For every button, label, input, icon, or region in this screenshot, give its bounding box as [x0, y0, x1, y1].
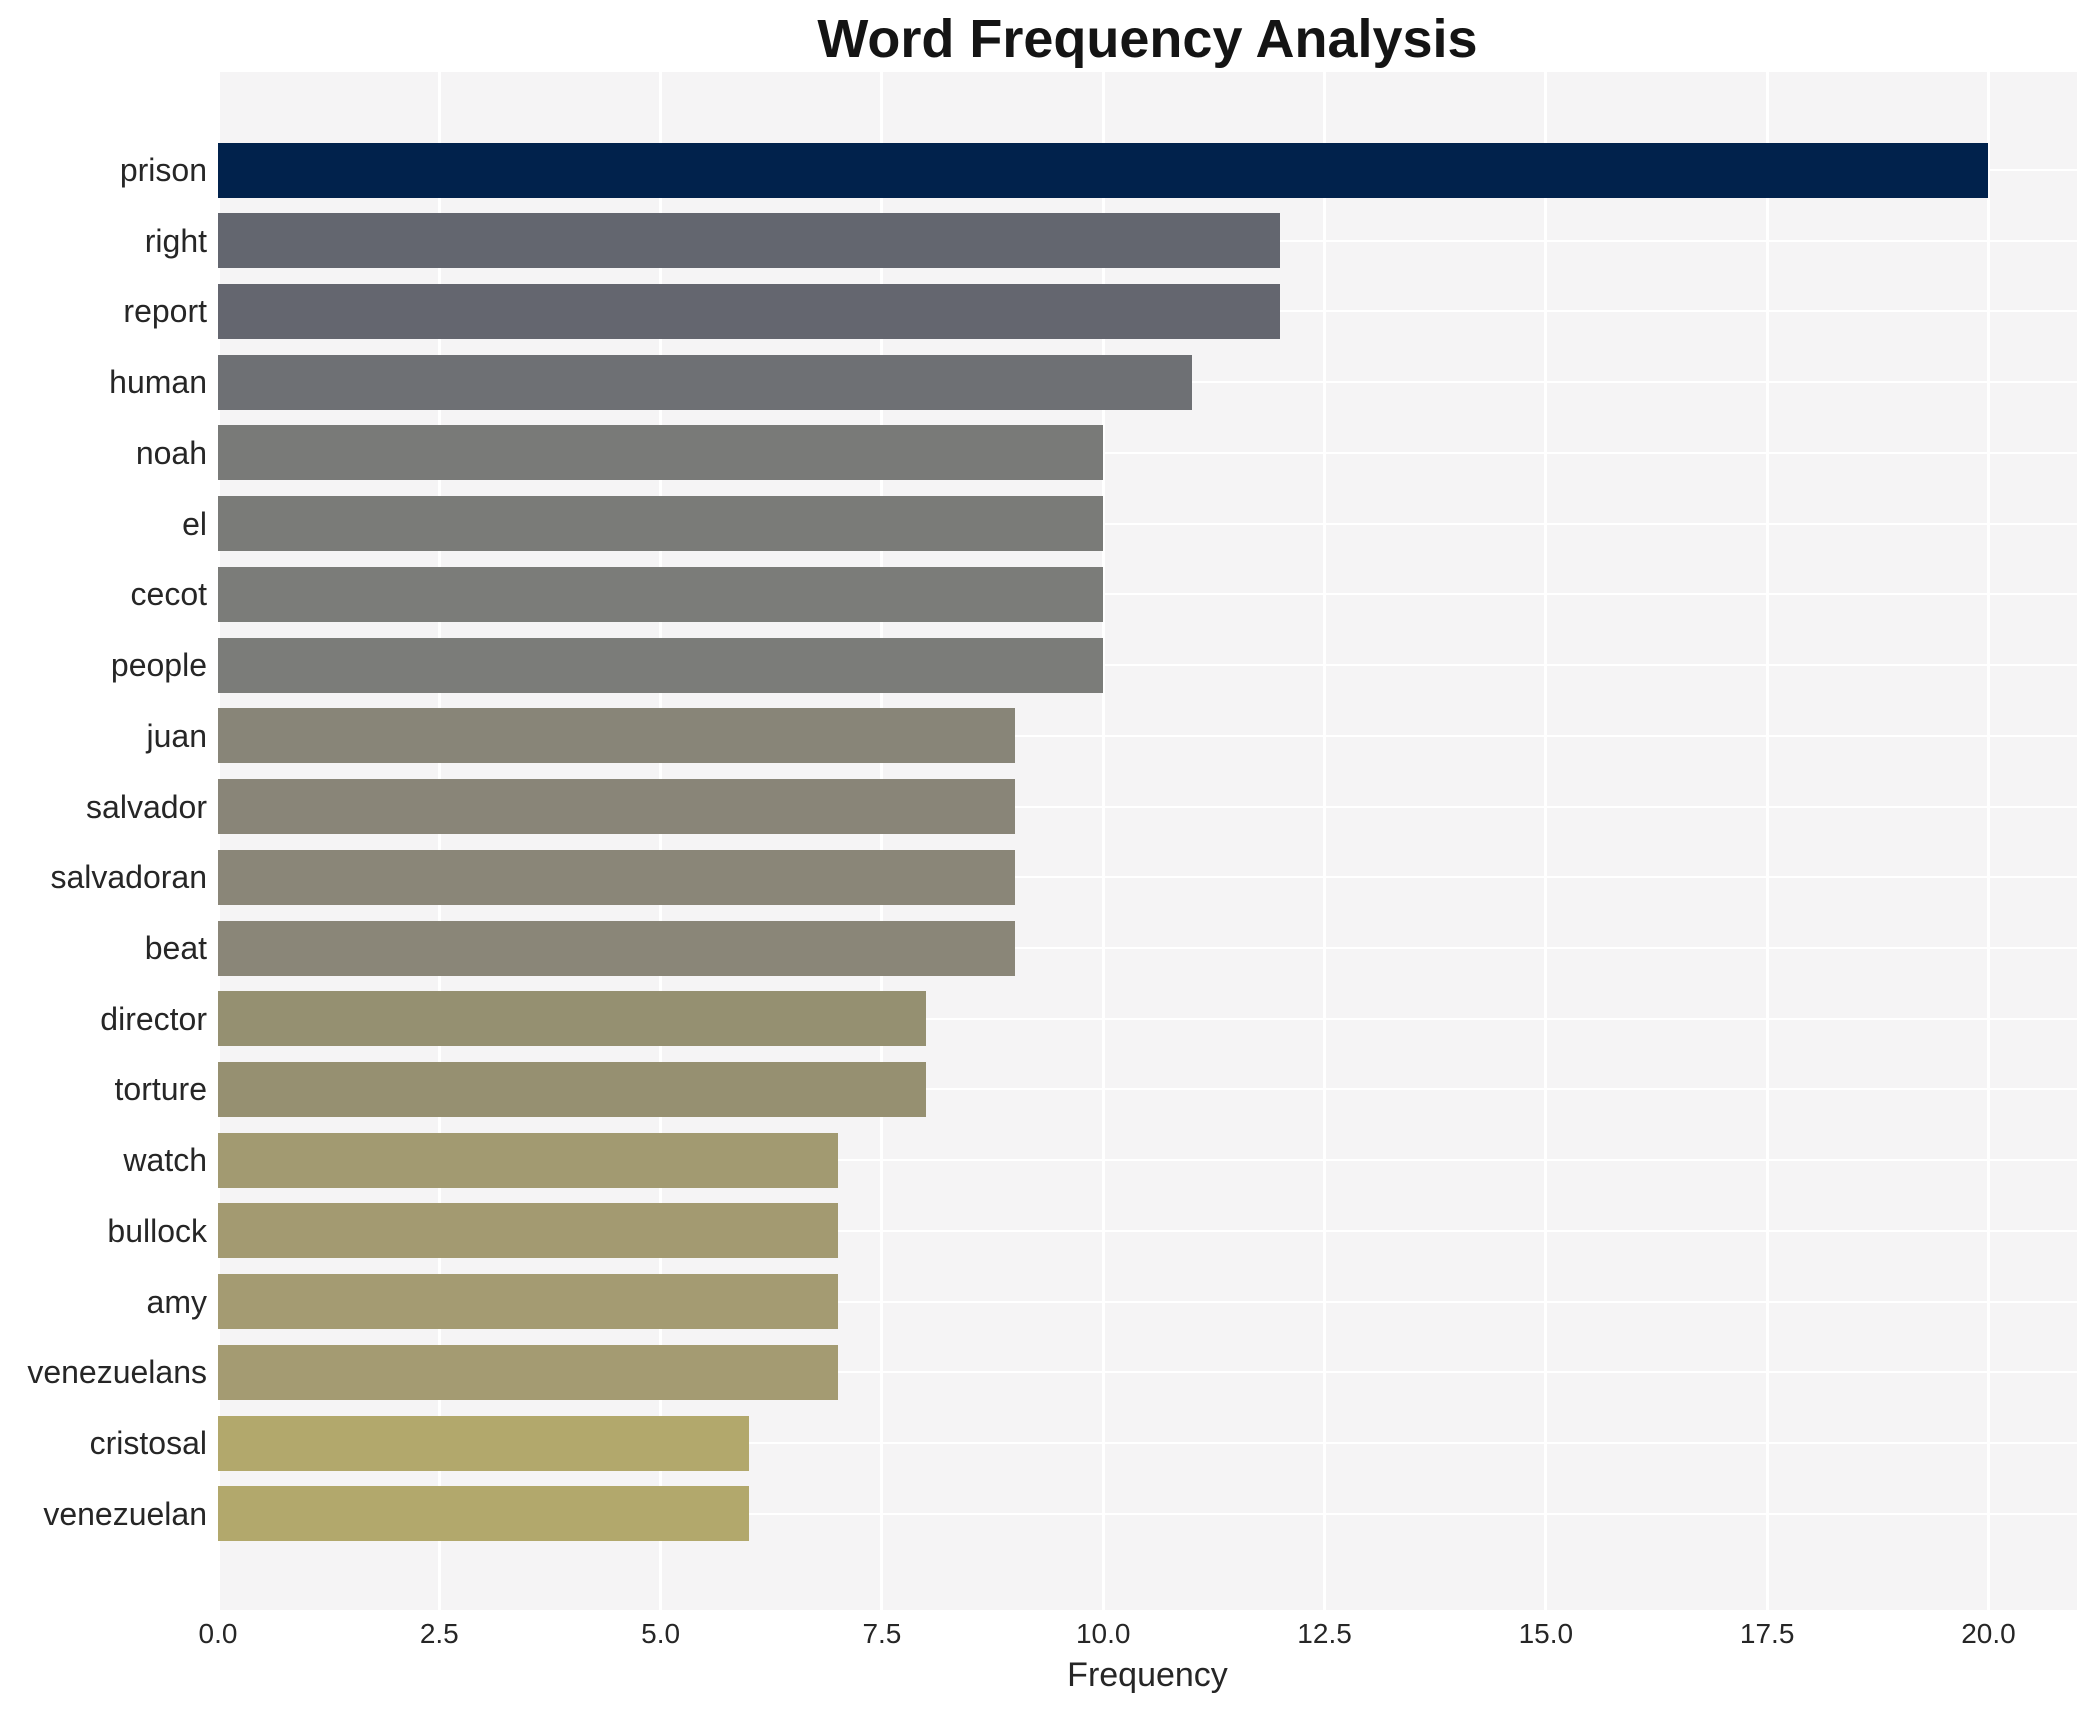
bar-noah — [218, 425, 1104, 481]
y-tick-label-el: el — [182, 505, 207, 542]
x-tick-label: 20.0 — [1961, 1618, 2016, 1649]
bar-amy — [218, 1274, 838, 1330]
bar-report — [218, 283, 1281, 339]
chart-title: Word Frequency Analysis — [817, 9, 1478, 69]
x-tick-label: 7.5 — [862, 1618, 902, 1649]
bar-cecot — [218, 566, 1104, 622]
vertical-gridline — [218, 72, 220, 1610]
bar-director — [218, 991, 927, 1047]
vertical-gridline — [437, 72, 441, 1610]
vertical-gridline — [1544, 72, 1548, 1610]
y-tick-label-salvador: salvador — [86, 788, 207, 825]
bar-salvador — [218, 779, 1015, 835]
vertical-gridline — [880, 72, 884, 1610]
x-tick-label: 5.0 — [641, 1618, 681, 1649]
y-tick-label-beat: beat — [144, 930, 207, 967]
y-tick-label-venezuelan: venezuelan — [43, 1495, 207, 1532]
horizontal-gridline — [218, 1159, 2077, 1162]
y-tick-label-cecot: cecot — [130, 576, 207, 613]
vertical-gridline — [1323, 72, 1327, 1610]
vertical-gridline — [659, 72, 663, 1610]
y-tick-label-right: right — [144, 222, 207, 259]
bar-human — [218, 354, 1192, 410]
horizontal-gridline — [218, 1300, 2077, 1303]
x-tick-label: 12.5 — [1297, 1618, 1352, 1649]
y-tick-label-bullock: bullock — [107, 1212, 207, 1249]
y-tick-label-watch: watch — [123, 1142, 207, 1179]
horizontal-gridline — [218, 947, 2077, 950]
bar-el — [218, 496, 1104, 552]
vertical-gridline — [1986, 72, 1990, 1610]
horizontal-gridline — [218, 876, 2077, 879]
horizontal-gridline — [218, 1442, 2077, 1445]
horizontal-gridline — [218, 1088, 2077, 1091]
horizontal-gridline — [218, 664, 2077, 667]
bar-salvadoran — [218, 849, 1015, 905]
x-tick-label: 0.0 — [198, 1618, 238, 1649]
horizontal-gridline — [218, 805, 2077, 808]
bar-venezuelans — [218, 1344, 838, 1400]
horizontal-gridline — [218, 522, 2077, 525]
y-tick-label-cristosal: cristosal — [89, 1425, 207, 1462]
bar-torture — [218, 1061, 927, 1117]
horizontal-gridline — [218, 1017, 2077, 1020]
bar-right — [218, 213, 1281, 269]
bar-people — [218, 637, 1104, 693]
horizontal-gridline — [218, 1371, 2077, 1374]
y-tick-label-report: report — [123, 293, 207, 330]
y-tick-label-prison: prison — [119, 152, 207, 188]
horizontal-gridline — [218, 1512, 2077, 1515]
y-tick-label-director: director — [100, 1000, 207, 1037]
horizontal-gridline — [218, 593, 2077, 596]
x-tick-label: 17.5 — [1739, 1618, 1795, 1649]
x-tick-label: 10.0 — [1075, 1618, 1131, 1649]
bar-juan — [218, 708, 1015, 764]
y-tick-label-venezuelans: venezuelans — [27, 1354, 207, 1391]
y-tick-label-noah: noah — [135, 434, 207, 471]
bar-watch — [218, 1132, 838, 1188]
horizontal-gridline — [218, 1229, 2077, 1232]
y-tick-label-human: human — [109, 364, 207, 401]
y-tick-label-torture: torture — [114, 1071, 207, 1108]
y-tick-label-people: people — [110, 647, 207, 684]
vertical-gridline — [1101, 72, 1105, 1610]
y-tick-label-amy: amy — [146, 1283, 207, 1320]
bar-venezuelan — [218, 1486, 750, 1542]
horizontal-gridline — [218, 451, 2077, 454]
vertical-gridline — [1765, 72, 1769, 1610]
bar-bullock — [218, 1203, 838, 1259]
plot-area — [218, 72, 2077, 1610]
bar-cristosal — [218, 1415, 750, 1471]
horizontal-gridline — [218, 734, 2077, 737]
bar-beat — [218, 920, 1015, 976]
x-tick-label: 15.0 — [1518, 1618, 1574, 1649]
bar-prison — [218, 142, 1989, 198]
x-axis-label: Frequency — [1067, 1656, 1228, 1694]
x-tick-label: 2.5 — [419, 1618, 459, 1649]
y-tick-label-juan: juan — [146, 717, 208, 754]
y-tick-label-salvadoran: salvadoran — [50, 859, 207, 896]
